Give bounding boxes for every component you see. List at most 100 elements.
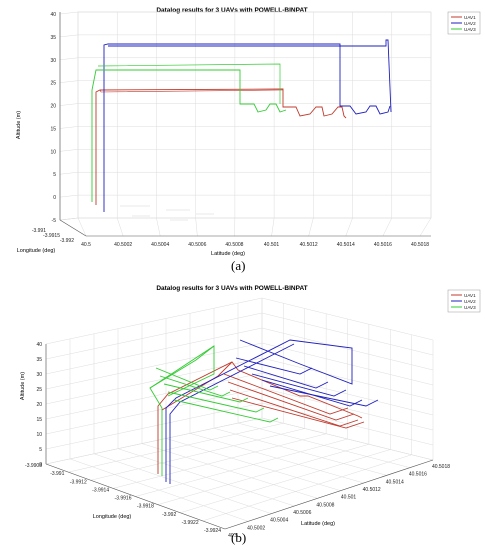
floor-line-x: [419, 217, 432, 237]
chart-b-xlabel: Latitude (deg): [301, 521, 335, 527]
z-tick-label: 20: [36, 402, 42, 408]
z-tick-label: 30: [36, 372, 42, 378]
z-tick-label: 25: [36, 387, 42, 393]
uav1-return-path: [99, 89, 284, 93]
z-tick-label: 15: [36, 417, 42, 423]
floor-line-x: [116, 217, 124, 237]
legend-label-uav3: UAV3: [464, 27, 476, 32]
wall-grid-z: [45, 312, 434, 360]
grid-line-z-side: [59, 11, 79, 15]
uav3-survey-leg: [167, 391, 265, 413]
x-tick-label: 40.5012: [363, 487, 381, 493]
grid-line-z-side: [59, 80, 79, 83]
z-tick-label: 25: [50, 81, 56, 87]
y-axis-line: [59, 219, 87, 237]
y-tick-label: -3.9924: [204, 528, 221, 534]
uav2-path: [103, 43, 391, 212]
wall-grid-z: [45, 387, 434, 435]
y-tick-label: -3.9908: [25, 463, 42, 469]
wall-grid-z: [45, 327, 434, 375]
x-tick-label: 40.5006: [188, 242, 206, 248]
legend-label-uav1: UAV1: [464, 15, 476, 20]
x-tick-label: 40.5002: [247, 525, 265, 531]
x-tick-label: 40.5008: [316, 502, 334, 508]
grid-line-z-side: [59, 34, 79, 38]
wall-grid-z: [45, 357, 434, 405]
uav2-survey-leg: [235, 357, 313, 375]
floor-line-x: [156, 217, 161, 237]
grid-line-z-side: [59, 194, 79, 198]
x-tick-label: 40.5006: [293, 510, 311, 516]
chart-b-zlabel: Altitude (m): [20, 372, 26, 400]
z-tick-label: 40: [36, 342, 42, 348]
y-tick-label: -3.9916: [115, 496, 132, 502]
x-tick-label: 40.5012: [300, 242, 318, 248]
y-tick-label: -3.992: [60, 238, 74, 244]
floor-grid-y: [180, 449, 391, 513]
floor-grid-y: [68, 423, 284, 473]
uav2-survey-leg: [269, 385, 379, 407]
x-tick-label: 40.5004: [151, 242, 169, 248]
caption-b: (b): [231, 530, 247, 545]
floor-line-x: [195, 217, 198, 237]
uav2-survey-leg: [261, 379, 363, 407]
x-tick-label: 40.5018: [432, 464, 450, 470]
y-tick-label: -3.9912: [70, 479, 87, 485]
wall-grid-z: [45, 402, 434, 450]
y-tick-label: -3.992: [162, 512, 176, 518]
z-tick-label: 5: [39, 447, 42, 453]
legend-label-uav2: UAV2: [464, 21, 476, 26]
chart-a-zlabel: Altitude (m): [16, 111, 22, 139]
uav1-survey-leg: [227, 381, 355, 421]
uav2-survey-leg: [243, 365, 329, 389]
floor-line-x: [77, 217, 87, 237]
x-tick-label: 40.5008: [225, 242, 243, 248]
uav3-path: [149, 345, 215, 476]
uav1-climb-path: [95, 88, 286, 205]
uav3-survey-leg: [163, 383, 249, 403]
x-tick-label: 40.5016: [374, 242, 392, 248]
chart-a-title: Datalog results for 3 UAVs with POWELL-B…: [156, 7, 307, 14]
z-tick-label: 10: [36, 432, 42, 438]
chart-panel-b: Datalog results for 3 UAVs with POWELL-B…: [0, 278, 485, 550]
back-wall-frame: [77, 11, 432, 219]
uav1-survey-path: [286, 106, 347, 119]
grid-line-z-side: [59, 57, 79, 61]
grid-line-z-side: [59, 149, 79, 152]
chart-b-series-lines: [149, 339, 379, 484]
uav3-survey-leg: [155, 367, 219, 391]
x-tick-label: 40.5018: [411, 242, 429, 248]
z-tick-label: 35: [50, 35, 56, 41]
floor-grid-y: [113, 433, 327, 489]
z-tick-label: 10: [50, 149, 56, 155]
x-tick-label: 40.5002: [114, 242, 132, 248]
chart-a-ticks: -5 0 5 10 15 20 25 30 35 40 40.5 40.5002 40.5004 40.5…: [32, 12, 429, 248]
chart-panel-a: Datalog results for 3 UAVs with POWELL-B…: [16, 7, 481, 257]
z-tick-label: -5: [52, 218, 57, 224]
uav1-transit: [161, 361, 233, 411]
grid-line-z-side: [59, 126, 79, 129]
uav1-survey-leg: [231, 397, 365, 429]
uav2-path: [165, 339, 353, 482]
uav3-transit: [149, 345, 215, 389]
uav3-path: [91, 69, 287, 202]
grid-line-z-side: [59, 171, 79, 175]
uav1-survey-leg: [223, 373, 349, 415]
floor-grid-y: [202, 454, 412, 522]
chart-b-title: Datalog results for 3 UAVs with POWELL-B…: [156, 285, 307, 292]
y-tick-label: -3.991: [50, 471, 64, 477]
chart-a-ylabel: Longitude (deg): [17, 248, 56, 254]
floor-line-x: [271, 217, 275, 237]
legend-label-uav1: UAV1: [464, 293, 476, 298]
x-axis-line: [224, 459, 434, 530]
z-tick-label: 5: [53, 172, 56, 178]
z-tick-label: 35: [36, 357, 42, 363]
chart-b-ylabel: Longitude (deg): [93, 514, 132, 520]
chart-b: Datalog results for 3 UAVs with POWELL-B…: [20, 285, 481, 539]
x-tick-label: 40.5: [228, 533, 238, 539]
y-tick-label: -3.9922: [182, 520, 199, 526]
z-tick-label: 0: [39, 462, 42, 468]
z-tick-label: 0: [53, 195, 56, 201]
z-tick-label: 15: [50, 126, 56, 132]
